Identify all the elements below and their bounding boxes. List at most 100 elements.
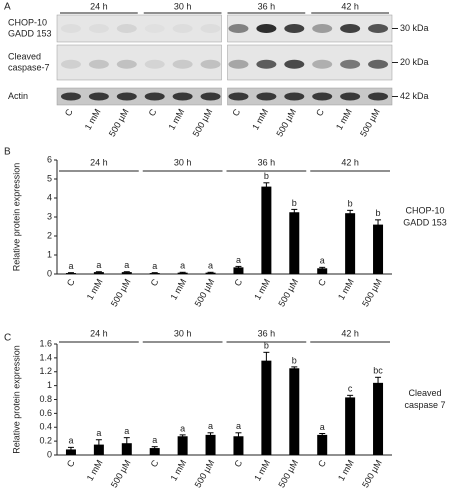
x-tick-label: 500 µM	[193, 458, 217, 489]
band	[172, 24, 193, 33]
lane-label: 1 mM	[334, 107, 354, 131]
series-label: caspase 7	[404, 400, 445, 410]
group-label: 24 h	[90, 328, 108, 338]
y-axis-label: Relative protein expression	[11, 163, 21, 272]
significance-letter: b	[264, 171, 269, 181]
x-tick-label: C	[232, 277, 244, 288]
x-tick-label: 1 mM	[336, 277, 356, 301]
band	[228, 59, 249, 69]
significance-letter: a	[68, 261, 73, 271]
band	[200, 24, 221, 33]
band	[368, 24, 389, 33]
lane-label: 1 mM	[250, 107, 270, 131]
x-tick-label: 1 mM	[169, 458, 189, 482]
band	[312, 59, 333, 69]
band	[256, 92, 277, 101]
significance-letter: b	[292, 355, 297, 365]
blot	[56, 44, 222, 81]
bar	[121, 272, 132, 274]
significance-letter: a	[208, 421, 213, 431]
blot	[227, 14, 393, 43]
series-label: CHOP-10	[405, 205, 444, 215]
x-tick-label: 500 µM	[193, 277, 217, 308]
time-label: 36 h	[258, 1, 276, 11]
row-label: Cleaved	[8, 51, 41, 61]
x-tick-label: C	[149, 458, 161, 469]
lane-label: C	[147, 107, 159, 118]
band	[256, 59, 277, 69]
bar	[65, 449, 76, 455]
panel-label: C	[4, 333, 11, 344]
x-tick-label: 500 µM	[109, 458, 133, 489]
x-tick-label: 1 mM	[85, 458, 105, 482]
significance-letter: b	[348, 199, 353, 209]
significance-letter: a	[124, 426, 129, 436]
band	[144, 59, 165, 69]
band	[284, 59, 305, 69]
y-tick-label: 1.2	[39, 366, 52, 376]
significance-letter: bc	[373, 366, 383, 376]
band	[228, 92, 249, 101]
x-tick-label: C	[316, 277, 328, 288]
marker-label: 30 kDa	[400, 23, 429, 33]
lane-label: 1 mM	[167, 107, 187, 131]
significance-letter: a	[152, 435, 157, 445]
band	[200, 59, 221, 69]
x-tick-label: 500 µM	[276, 458, 300, 489]
series-label: GADD 153	[403, 217, 447, 227]
blot	[56, 14, 222, 43]
band	[88, 59, 109, 69]
bar	[149, 448, 160, 455]
group-label: 42 h	[341, 157, 359, 167]
significance-letter: a	[68, 436, 73, 446]
bar	[261, 186, 272, 274]
significance-letter: a	[236, 255, 241, 265]
bar	[93, 444, 104, 455]
group-label: 24 h	[90, 157, 108, 167]
band	[368, 92, 389, 101]
y-tick-label: 0.8	[39, 394, 52, 404]
significance-letter: a	[180, 261, 185, 271]
y-tick-label: 0	[47, 449, 52, 459]
bar	[93, 272, 104, 274]
y-tick-label: 4	[47, 192, 52, 202]
y-tick-label: 1	[47, 380, 52, 390]
lane-label: C	[230, 107, 242, 118]
y-tick-label: 0.4	[39, 422, 52, 432]
panel-label: B	[4, 147, 11, 158]
y-tick-label: 3	[47, 211, 52, 221]
blot	[227, 87, 393, 106]
bar	[205, 272, 216, 274]
band	[145, 24, 165, 33]
lane-label: C	[314, 107, 326, 118]
significance-letter: a	[96, 260, 101, 270]
bar	[233, 436, 244, 455]
band	[144, 92, 165, 101]
y-tick-label: 5	[47, 173, 52, 183]
band	[88, 92, 109, 101]
series-label: Cleaved	[408, 388, 441, 398]
x-tick-label: C	[149, 277, 161, 288]
band	[172, 92, 193, 101]
x-tick-label: C	[232, 458, 244, 469]
bar	[177, 272, 188, 274]
bar	[233, 267, 244, 274]
marker-label: 20 kDa	[400, 57, 429, 67]
significance-letter: a	[320, 256, 325, 266]
band	[340, 92, 361, 101]
group-label: 36 h	[258, 328, 276, 338]
band	[116, 59, 137, 69]
band	[340, 24, 361, 33]
time-label: 42 h	[341, 1, 359, 11]
bar	[373, 224, 384, 274]
significance-letter: b	[292, 198, 297, 208]
lane-label: 500 µM	[191, 107, 215, 138]
band	[312, 92, 333, 101]
bar	[65, 273, 76, 274]
y-tick-label: 6	[47, 154, 52, 164]
x-tick-label: C	[65, 277, 77, 288]
y-tick-label: 0.6	[39, 408, 52, 418]
band	[340, 59, 361, 69]
significance-letter: a	[320, 422, 325, 432]
